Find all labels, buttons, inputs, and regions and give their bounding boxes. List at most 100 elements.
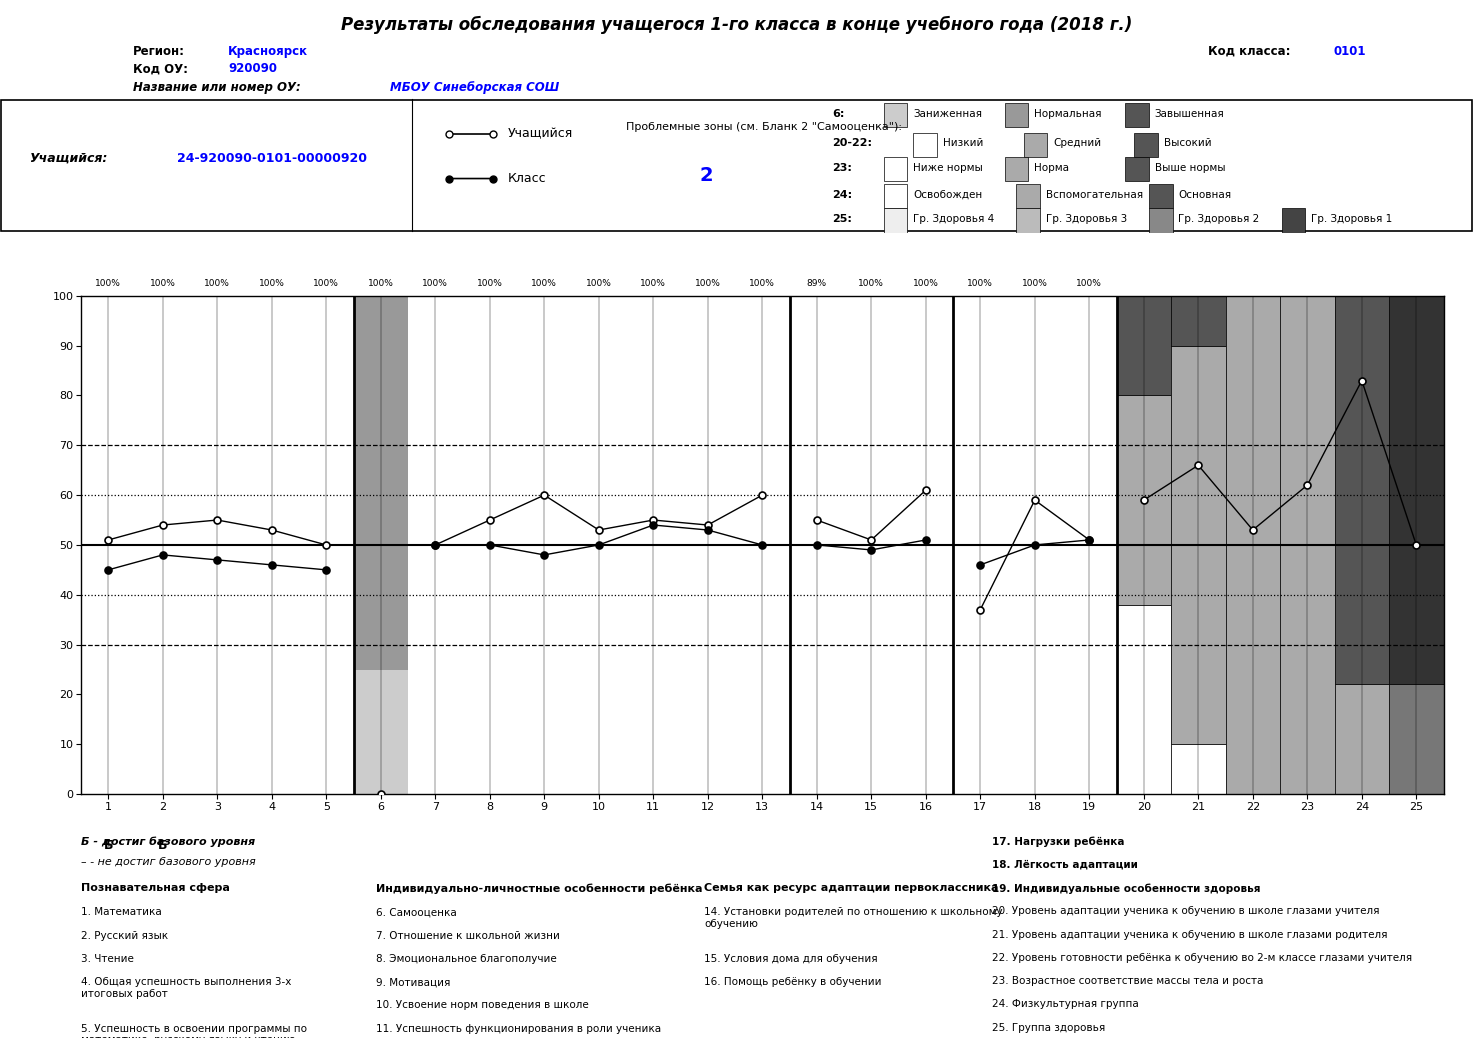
Bar bbox=[913, 133, 937, 157]
Text: 100%: 100% bbox=[368, 279, 393, 289]
Text: 6. Самооценка: 6. Самооценка bbox=[376, 907, 457, 918]
Text: 7. Отношение к школьной жизни: 7. Отношение к школьной жизни bbox=[376, 931, 560, 940]
Text: Индивидуально-личностные особенности ребёнка: Индивидуально-личностные особенности реб… bbox=[376, 883, 703, 894]
Bar bbox=[884, 184, 907, 209]
Text: Ниже нормы: Ниже нормы bbox=[913, 163, 982, 172]
Text: Учащийся: Учащийся bbox=[508, 128, 573, 140]
Bar bbox=[1016, 184, 1040, 209]
Text: 15. Условия дома для обучения: 15. Условия дома для обучения bbox=[704, 954, 878, 964]
Text: 1. Математика: 1. Математика bbox=[81, 907, 162, 918]
Bar bbox=[1149, 209, 1173, 233]
Text: 24. Физкультурная группа: 24. Физкультурная группа bbox=[991, 1000, 1139, 1009]
Text: 10. Усвоение норм поведения в школе: 10. Усвоение норм поведения в школе bbox=[376, 1001, 588, 1010]
Text: 100%: 100% bbox=[205, 279, 230, 289]
Text: Название или номер ОУ:: Название или номер ОУ: bbox=[133, 81, 300, 94]
Bar bbox=[354, 670, 408, 794]
Text: 100%: 100% bbox=[477, 279, 502, 289]
Bar bbox=[1171, 296, 1226, 346]
Bar bbox=[1226, 296, 1280, 794]
Bar bbox=[1005, 103, 1028, 128]
Bar bbox=[1117, 395, 1171, 605]
Text: Завышенная: Завышенная bbox=[1155, 109, 1224, 118]
Text: Нормальная: Нормальная bbox=[1034, 109, 1102, 118]
Text: Основная: Основная bbox=[1178, 190, 1231, 199]
Text: Проблемные зоны (см. Бланк 2 "Самооценка"):: Проблемные зоны (см. Бланк 2 "Самооценка… bbox=[626, 122, 901, 132]
Text: 100%: 100% bbox=[314, 279, 339, 289]
Text: 22. Уровень готовности ребёнка к обучению во 2-м классе глазами учителя: 22. Уровень готовности ребёнка к обучени… bbox=[991, 953, 1413, 963]
Text: 100%: 100% bbox=[586, 279, 611, 289]
Text: 4. Общая успешность выполнения 3-х
итоговых работ: 4. Общая успешность выполнения 3-х итого… bbox=[81, 977, 292, 999]
Text: 100%: 100% bbox=[1077, 279, 1102, 289]
Text: 100%: 100% bbox=[968, 279, 993, 289]
Text: МБОУ Синеборская СОШ: МБОУ Синеборская СОШ bbox=[390, 81, 560, 94]
Text: Вспомогательная: Вспомогательная bbox=[1046, 190, 1143, 199]
Text: Учащийся:: Учащийся: bbox=[29, 152, 108, 165]
Bar bbox=[1134, 133, 1158, 157]
Text: Регион:: Регион: bbox=[133, 45, 184, 58]
Text: 25:: 25: bbox=[832, 214, 851, 224]
Text: Семья как ресурс адаптации первоклассника: Семья как ресурс адаптации первоклассник… bbox=[704, 883, 999, 893]
Text: 0101: 0101 bbox=[1333, 45, 1365, 58]
Bar bbox=[354, 296, 408, 794]
Text: 2. Русский язык: 2. Русский язык bbox=[81, 931, 168, 940]
Bar bbox=[1149, 184, 1173, 209]
Text: 14. Установки родителей по отношению к школьному
обучению: 14. Установки родителей по отношению к ш… bbox=[704, 907, 1003, 929]
Text: 100%: 100% bbox=[859, 279, 884, 289]
Text: 8. Эмоциональное благополучие: 8. Эмоциональное благополучие bbox=[376, 954, 557, 964]
Text: Класс: Класс bbox=[508, 172, 546, 185]
Text: Б: Б bbox=[158, 839, 168, 852]
Bar bbox=[1125, 103, 1149, 128]
Bar bbox=[1335, 684, 1389, 794]
Text: 20. Уровень адаптации ученика к обучению в школе глазами учителя: 20. Уровень адаптации ученика к обучению… bbox=[991, 906, 1380, 917]
Text: 18. Лёгкость адаптации: 18. Лёгкость адаптации bbox=[991, 859, 1137, 870]
Text: 920090: 920090 bbox=[228, 62, 277, 76]
Bar bbox=[1389, 684, 1444, 794]
Bar bbox=[884, 103, 907, 128]
Bar bbox=[1016, 209, 1040, 233]
Text: 100%: 100% bbox=[641, 279, 666, 289]
Text: Выше нормы: Выше нормы bbox=[1155, 163, 1226, 172]
Bar bbox=[884, 209, 907, 233]
Text: 5. Успешность в освоении программы по
математике, русскому языку и чтению: 5. Успешность в освоении программы по ма… bbox=[81, 1023, 306, 1038]
Text: 89%: 89% bbox=[807, 279, 826, 289]
Text: 3. Чтение: 3. Чтение bbox=[81, 954, 134, 964]
Text: 17. Нагрузки ребёнка: 17. Нагрузки ребёнка bbox=[991, 837, 1124, 847]
Text: Красноярск: Красноярск bbox=[228, 45, 308, 58]
Text: Норма: Норма bbox=[1034, 163, 1069, 172]
Text: Б - достиг базового уровня: Б - достиг базового уровня bbox=[81, 837, 255, 847]
Text: 25. Группа здоровья: 25. Группа здоровья bbox=[991, 1022, 1105, 1033]
Text: 100%: 100% bbox=[259, 279, 284, 289]
Text: Познавательная сфера: Познавательная сфера bbox=[81, 883, 230, 893]
Bar bbox=[1171, 346, 1226, 744]
Text: 100%: 100% bbox=[913, 279, 938, 289]
Bar bbox=[1117, 296, 1171, 395]
Text: 100%: 100% bbox=[532, 279, 557, 289]
Text: 100%: 100% bbox=[96, 279, 121, 289]
Bar bbox=[1389, 296, 1444, 684]
Text: Код ОУ:: Код ОУ: bbox=[133, 62, 187, 76]
Bar bbox=[884, 157, 907, 182]
Bar bbox=[1125, 157, 1149, 182]
Text: 9. Мотивация: 9. Мотивация bbox=[376, 977, 449, 987]
Bar bbox=[1024, 133, 1047, 157]
Bar bbox=[1171, 744, 1226, 794]
Text: Б: Б bbox=[103, 839, 113, 852]
Text: 21. Уровень адаптации ученика к обучению в школе глазами родителя: 21. Уровень адаптации ученика к обучению… bbox=[991, 930, 1388, 939]
Text: Высокий: Высокий bbox=[1164, 138, 1211, 148]
Text: 16. Помощь ребёнку в обучении: 16. Помощь ребёнку в обучении bbox=[704, 977, 882, 987]
Text: 11. Успешность функционирования в роли ученика: 11. Успешность функционирования в роли у… bbox=[376, 1023, 661, 1034]
Bar bbox=[1335, 296, 1389, 684]
Text: 6:: 6: bbox=[832, 109, 844, 118]
Text: 20-22:: 20-22: bbox=[832, 138, 872, 148]
Text: 100%: 100% bbox=[695, 279, 720, 289]
Bar bbox=[1117, 605, 1171, 794]
Text: 100%: 100% bbox=[423, 279, 448, 289]
Text: – - не достиг базового уровня: – - не достиг базового уровня bbox=[81, 856, 256, 867]
Bar bbox=[1282, 209, 1305, 233]
Text: 24-920090-0101-00000920: 24-920090-0101-00000920 bbox=[177, 152, 367, 165]
Text: 23:: 23: bbox=[832, 163, 851, 172]
Text: Гр. Здоровья 3: Гр. Здоровья 3 bbox=[1046, 214, 1127, 224]
Text: 24:: 24: bbox=[832, 190, 853, 199]
Text: Гр. Здоровья 4: Гр. Здоровья 4 bbox=[913, 214, 994, 224]
Text: 19. Индивидуальные особенности здоровья: 19. Индивидуальные особенности здоровья bbox=[991, 883, 1261, 894]
